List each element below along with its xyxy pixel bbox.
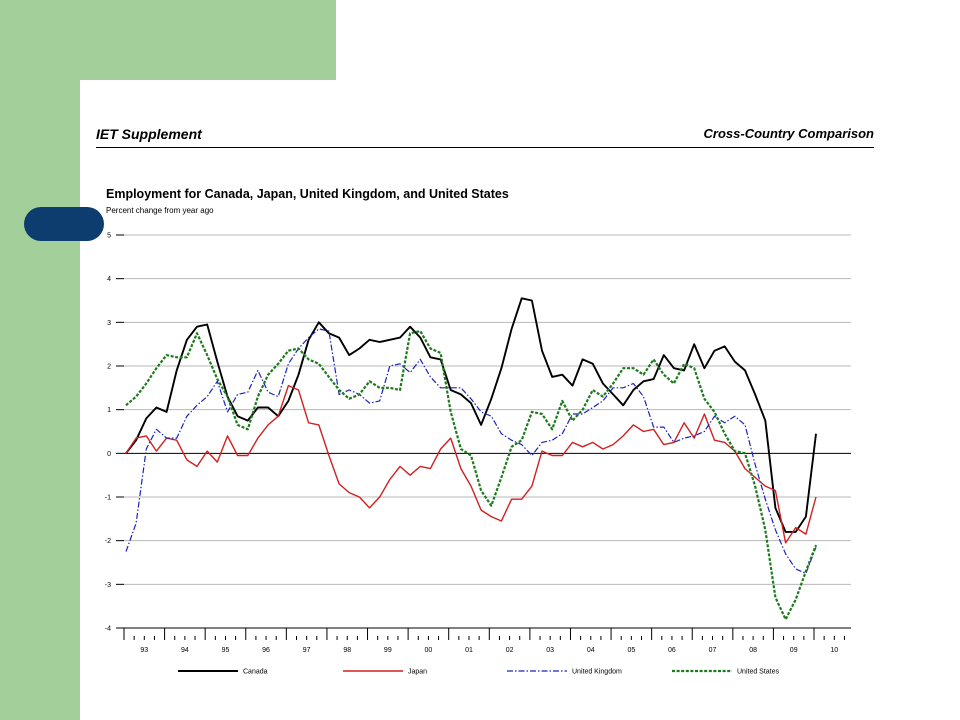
y-tick-label: -2: [105, 538, 111, 545]
top-green-background: [80, 0, 336, 80]
legend: Canada Japan United Kingdom United States: [178, 669, 780, 676]
legend-label-japan: Japan: [408, 669, 427, 676]
slide-card: [80, 80, 960, 720]
legend-label-united-kingdom: United Kingdom: [572, 669, 622, 676]
x-year-label: 00: [425, 647, 433, 654]
grid-lines: [124, 234, 851, 585]
x-year-label: 97: [303, 647, 311, 654]
chart-subtitle: Percent change from year ago: [106, 206, 214, 215]
series-united-kingdom-line: [125, 328, 817, 574]
y-tick-label: 3: [107, 320, 111, 327]
y-tick-label: -4: [105, 626, 111, 633]
x-year-label: 07: [709, 647, 717, 654]
y-axis: 5 4 3 2 1 0 -1 -2 -3 -4: [105, 233, 124, 633]
x-year-label: 05: [627, 647, 635, 654]
x-year-label: 03: [546, 647, 554, 654]
x-year-label: 96: [262, 647, 270, 654]
x-year-label: 06: [668, 647, 676, 654]
x-year-label: 98: [343, 647, 351, 654]
x-year-label: 04: [587, 647, 595, 654]
y-tick-label: 4: [107, 276, 111, 283]
chart-title: Employment for Canada, Japan, United Kin…: [106, 187, 509, 201]
header-left-title: IET Supplement: [96, 126, 202, 142]
x-year-label: 99: [384, 647, 392, 654]
x-year-label: 93: [140, 647, 148, 654]
y-tick-label: 2: [107, 364, 111, 371]
series-canada-line: [125, 297, 817, 533]
y-tick-label: -1: [105, 495, 111, 502]
series-japan-line: [125, 384, 817, 544]
y-tick-label: 0: [107, 451, 111, 458]
left-green-background: [0, 0, 80, 720]
legend-label-united-states: United States: [737, 669, 780, 676]
x-year-label: 95: [222, 647, 230, 654]
x-year-label: 08: [749, 647, 757, 654]
legend-label-canada: Canada: [243, 669, 268, 676]
x-axis: 93 94 95 96 97 98 99 00 01 02 03 04 05 06 07 08 09 10: [123, 627, 851, 654]
series-united-states-line: [125, 330, 818, 621]
y-tick-label: 5: [107, 233, 111, 240]
series-lines: [125, 297, 818, 621]
x-year-label: 02: [506, 647, 514, 654]
x-year-label: 09: [790, 647, 798, 654]
x-year-label: 94: [181, 647, 189, 654]
slide-header: IET Supplement Cross-Country Comparison: [96, 126, 874, 148]
header-right-title: Cross-Country Comparison: [703, 126, 874, 141]
x-year-label: 10: [830, 647, 838, 654]
x-year-label: 01: [465, 647, 473, 654]
y-tick-label: 1: [107, 407, 111, 414]
y-tick-label: -3: [105, 582, 111, 589]
navy-tab-decoration: [24, 207, 104, 241]
